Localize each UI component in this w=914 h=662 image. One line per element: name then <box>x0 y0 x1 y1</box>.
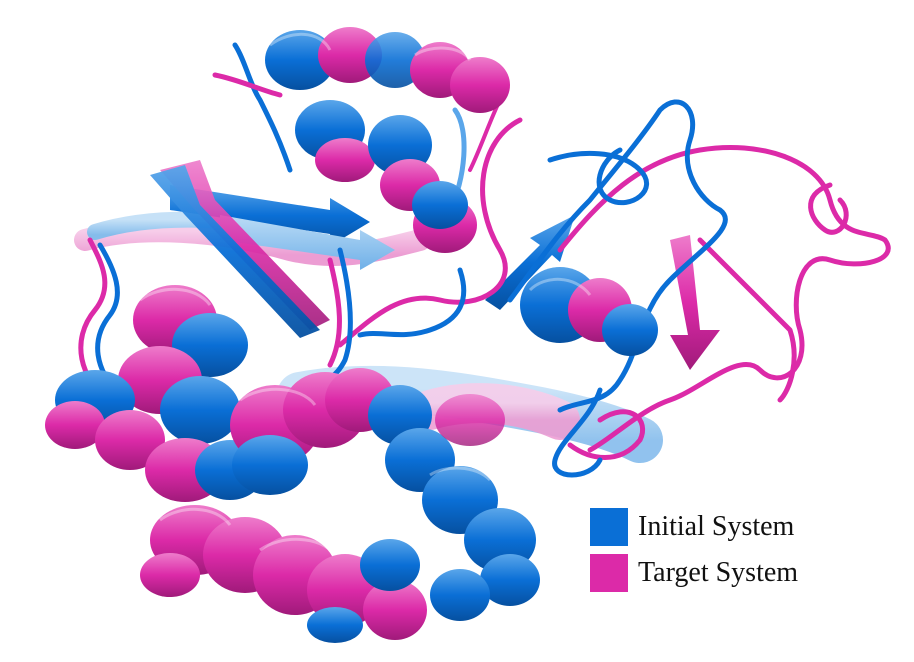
helix-top <box>265 27 510 253</box>
legend: Initial System Target System <box>590 508 798 600</box>
helix-highlights <box>139 32 592 556</box>
legend-item-target: Target System <box>590 554 798 592</box>
loops <box>78 42 891 478</box>
legend-item-initial: Initial System <box>590 508 798 546</box>
legend-label-initial: Initial System <box>638 511 795 542</box>
helix-left <box>45 285 265 502</box>
legend-label-target: Target System <box>638 557 799 588</box>
helix-center <box>230 368 540 621</box>
beta-sheets <box>150 160 720 370</box>
helix-right <box>435 267 658 446</box>
helix-bottom <box>140 505 427 643</box>
legend-swatch-initial <box>590 508 628 546</box>
legend-swatch-target <box>590 554 628 592</box>
